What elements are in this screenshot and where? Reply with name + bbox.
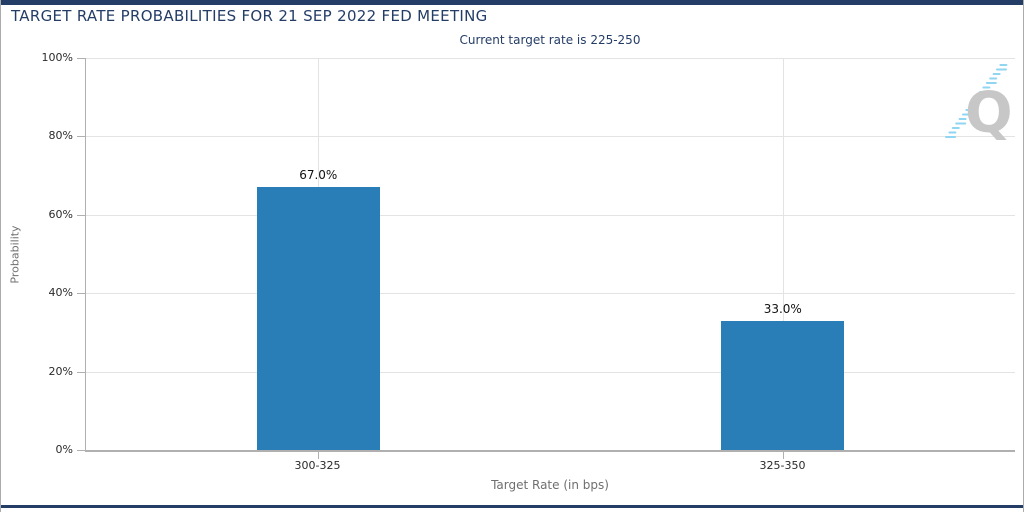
y-tick-mark (77, 214, 85, 216)
x-tick-label: 325-350 (759, 459, 806, 472)
y-tick-mark (77, 293, 85, 295)
y-tick-label: 0% (55, 443, 73, 456)
y-tick-mark (77, 450, 85, 451)
y-tick-label: 40% (48, 286, 73, 300)
y-tick-mark (77, 136, 85, 138)
y-tick-mark (77, 58, 85, 59)
x-tick-mark (317, 452, 319, 459)
y-tick-mark (77, 371, 85, 373)
y-tick-label: 80% (48, 129, 73, 143)
gridline (782, 58, 784, 450)
y-tick-label: 60% (48, 207, 73, 221)
logo-letter: Q (965, 81, 1013, 144)
top-border (1, 0, 1023, 5)
x-axis-title: Target Rate (in bps) (491, 478, 609, 492)
quikstrike-watermark-icon: Q (945, 64, 1013, 144)
chart-title: TARGET RATE PROBABILITIES FOR 21 SEP 202… (11, 7, 488, 25)
bottom-border (1, 505, 1023, 508)
x-tick-label: 300-325 (294, 459, 341, 472)
bar-value-label: 67.0% (299, 168, 338, 183)
y-tick-label: 100% (41, 51, 73, 64)
gridline (86, 214, 1015, 216)
gridline (86, 293, 1015, 295)
plot-area: 67.0% 33.0% (85, 58, 1015, 452)
y-tick-label: 20% (48, 364, 73, 378)
probability-bar[interactable] (256, 187, 380, 450)
probability-bar[interactable] (721, 320, 845, 450)
gridline (86, 58, 1015, 59)
bar-value-label: 33.0% (763, 301, 802, 316)
gridline (86, 371, 1015, 373)
logo-stripes-icon (945, 64, 1008, 138)
gridline (86, 136, 1015, 138)
chart-subtitle: Current target rate is 225-250 (459, 33, 641, 47)
x-tick-mark (782, 452, 784, 459)
